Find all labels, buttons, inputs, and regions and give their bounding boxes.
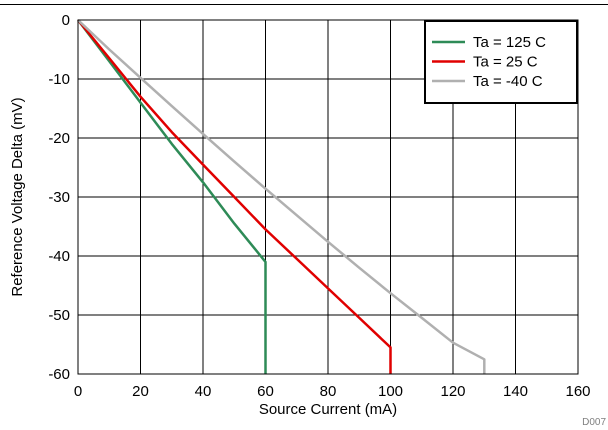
y-tick-label: -50 bbox=[48, 307, 70, 324]
legend-label: Ta = 125 C bbox=[473, 34, 546, 51]
x-tick-label: 120 bbox=[440, 383, 465, 400]
x-tick-label: 80 bbox=[320, 383, 337, 400]
x-tick-label: 0 bbox=[74, 383, 82, 400]
x-tick-label: 100 bbox=[378, 383, 403, 400]
legend-label: Ta = 25 C bbox=[473, 54, 538, 71]
series-line-1 bbox=[77, 19, 267, 374]
y-tick-label: -20 bbox=[48, 130, 70, 147]
y-axis-label: Reference Voltage Delta (mV) bbox=[9, 97, 26, 296]
x-tick-label: 140 bbox=[503, 383, 528, 400]
y-tick-labels: 0 -10 -20 -30 -40 -50 -60 bbox=[48, 12, 70, 383]
legend-label: Ta = -40 C bbox=[473, 73, 543, 90]
top-rule bbox=[0, 4, 608, 5]
series-lines bbox=[77, 19, 486, 374]
x-tick-labels: 0 20 40 60 80 100 120 140 160 bbox=[74, 383, 591, 400]
y-tick-label: -30 bbox=[48, 189, 70, 206]
x-tick-label: 40 bbox=[195, 383, 212, 400]
figure-id: D007 bbox=[582, 417, 606, 428]
y-tick-label: -40 bbox=[48, 248, 70, 265]
x-tick-label: 20 bbox=[132, 383, 149, 400]
x-axis-label: Source Current (mA) bbox=[259, 401, 397, 418]
x-tick-label: 160 bbox=[565, 383, 590, 400]
series-line-2 bbox=[77, 19, 392, 374]
plot-frame bbox=[77, 19, 579, 375]
legend: Ta = 125 C Ta = 25 C Ta = -40 C bbox=[424, 20, 578, 104]
x-tick-label: 60 bbox=[257, 383, 274, 400]
y-tick-label: -60 bbox=[48, 366, 70, 383]
series-line-3 bbox=[77, 19, 486, 374]
y-tick-label: 0 bbox=[62, 12, 70, 29]
y-tick-label: -10 bbox=[48, 71, 70, 88]
